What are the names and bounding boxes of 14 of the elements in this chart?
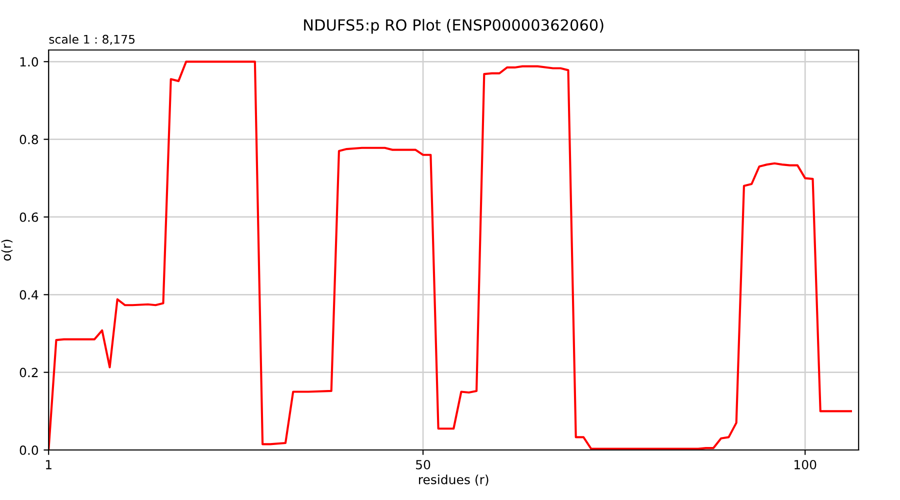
chart-title: NDUFS5:p RO Plot (ENSP00000362060) [304, 18, 604, 34]
y-tick-label: 1.0 [20, 57, 38, 67]
text: scale 1 : 8,175 [49, 34, 135, 45]
y-tick-label: 0.0 [20, 445, 38, 455]
y-axis-title: o(r) [1, 240, 12, 261]
line-series [48, 60, 852, 450]
y-tick-label: 0.6 [20, 212, 38, 222]
x-tick-label: 1 [46, 460, 52, 470]
y-tick-label: 0.8 [20, 134, 38, 144]
x-axis-title: residues (r) [419, 474, 488, 486]
y-tick-label: 0.2 [20, 368, 38, 378]
x-tick-label: 100 [794, 460, 816, 470]
y-tick-label: 0.4 [20, 290, 38, 300]
x-tick-label: 50 [416, 460, 430, 470]
